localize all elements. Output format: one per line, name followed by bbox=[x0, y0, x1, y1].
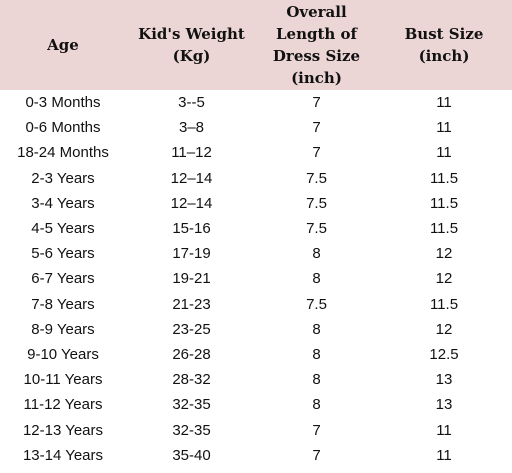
table-row: 18-24 Months 11–12 7 11 bbox=[0, 140, 512, 165]
table-row: 9-10 Years 26-28 8 12.5 bbox=[0, 342, 512, 367]
weight-cell: 3--5 bbox=[178, 94, 205, 112]
bust-cell: 11.5 bbox=[429, 295, 459, 313]
age-cell: 10-11 Years bbox=[23, 371, 103, 389]
table-row: 4-5 Years 15-16 7.5 11.5 bbox=[0, 216, 512, 241]
age-cell: 8-9 Years bbox=[31, 320, 95, 338]
table-row: 7-8 Years 21-23 7.5 11.5 bbox=[0, 292, 512, 317]
bust-cell: 11 bbox=[436, 446, 452, 464]
table-row: 0-3 Months 3--5 7 11 bbox=[0, 90, 512, 115]
length-cell: 8 bbox=[312, 320, 321, 338]
bust-cell: 11.5 bbox=[429, 169, 459, 187]
age-cell: 18-24 Months bbox=[17, 144, 109, 162]
weight-cell: 23-25 bbox=[172, 320, 211, 338]
weight-cell: 35-40 bbox=[172, 446, 211, 464]
age-cell: 12-13 Years bbox=[22, 421, 104, 439]
weight-cell: 17-19 bbox=[172, 245, 211, 263]
weight-cell: 12–14 bbox=[170, 194, 213, 212]
age-cell: 0-6 Months bbox=[25, 119, 101, 137]
age-cell: 5-6 Years bbox=[31, 245, 95, 263]
weight-cell: 32-35 bbox=[172, 396, 211, 414]
length-cell: 7 bbox=[312, 446, 321, 464]
weight-cell: 15-16 bbox=[172, 220, 211, 238]
weight-cell: 28-32 bbox=[172, 371, 211, 389]
length-cell: 7.5 bbox=[306, 295, 327, 313]
header-bust-size: Bust Size (inch) bbox=[404, 25, 484, 65]
table-row: 3-4 Years 12–14 7.5 11.5 bbox=[0, 191, 512, 216]
table-row: 2-3 Years 12–14 7.5 11.5 bbox=[0, 166, 512, 191]
length-cell: 7.5 bbox=[306, 194, 327, 212]
table-row: 13-14 Years 35-40 7 11 bbox=[0, 443, 512, 468]
bust-cell: 12.5 bbox=[429, 345, 459, 363]
age-cell: 0-3 Months bbox=[25, 94, 101, 112]
length-cell: 8 bbox=[312, 396, 321, 414]
weight-cell: 26-28 bbox=[172, 345, 211, 363]
length-cell: 7 bbox=[312, 144, 321, 162]
age-cell: 4-5 Years bbox=[31, 220, 95, 238]
age-cell: 3-4 Years bbox=[31, 194, 95, 212]
table-row: 11-12 Years 32-35 8 13 bbox=[0, 392, 512, 417]
table-header: Age Kid's Weight (Kg) Overall Length of … bbox=[0, 0, 512, 90]
age-cell: 6-7 Years bbox=[31, 270, 95, 288]
length-cell: 7 bbox=[312, 94, 321, 112]
bust-cell: 13 bbox=[435, 371, 453, 389]
weight-cell: 12–14 bbox=[170, 169, 213, 187]
bust-cell: 11 bbox=[436, 421, 452, 439]
age-cell: 7-8 Years bbox=[31, 295, 95, 313]
length-cell: 7 bbox=[312, 421, 321, 439]
bust-cell: 11.5 bbox=[429, 220, 459, 238]
length-cell: 7 bbox=[312, 119, 321, 137]
bust-cell: 11 bbox=[436, 144, 452, 162]
age-cell: 13-14 Years bbox=[22, 446, 104, 464]
length-cell: 8 bbox=[312, 245, 321, 263]
age-cell: 9-10 Years bbox=[27, 345, 99, 363]
length-cell: 8 bbox=[312, 270, 321, 288]
age-cell: 2-3 Years bbox=[31, 169, 95, 187]
table-row: 8-9 Years 23-25 8 12 bbox=[0, 317, 512, 342]
table-row: 12-13 Years 32-35 7 11 bbox=[0, 417, 512, 442]
table-row: 6-7 Years 19-21 8 12 bbox=[0, 266, 512, 291]
weight-cell: 32-35 bbox=[172, 421, 211, 439]
table-row: 5-6 Years 17-19 8 12 bbox=[0, 241, 512, 266]
header-row: Age Kid's Weight (Kg) Overall Length of … bbox=[0, 0, 512, 90]
bust-cell: 12 bbox=[435, 245, 453, 263]
weight-cell: 11–12 bbox=[171, 144, 212, 162]
bust-cell: 11 bbox=[436, 119, 452, 137]
table-row: 0-6 Months 3–8 7 11 bbox=[0, 115, 512, 140]
bust-cell: 12 bbox=[435, 270, 453, 288]
table-row: 10-11 Years 28-32 8 13 bbox=[0, 367, 512, 392]
age-cell: 11-12 Years bbox=[23, 396, 103, 414]
header-age: Age bbox=[47, 36, 79, 54]
bust-cell: 13 bbox=[435, 396, 453, 414]
length-cell: 7.5 bbox=[306, 220, 327, 238]
weight-cell: 21-23 bbox=[172, 295, 211, 313]
weight-cell: 19-21 bbox=[172, 270, 211, 288]
length-cell: 7.5 bbox=[306, 169, 327, 187]
bust-cell: 12 bbox=[435, 320, 453, 338]
weight-cell: 3–8 bbox=[178, 119, 205, 137]
header-kids-weight: Kid's Weight (Kg) bbox=[138, 25, 245, 65]
length-cell: 8 bbox=[312, 345, 321, 363]
table-body: 0-3 Months 3--5 7 11 0-6 Months 3–8 7 11 18-24 M… bbox=[0, 90, 512, 468]
header-overall-length: Overall Length of Dress Size (inch) bbox=[272, 3, 361, 87]
bust-cell: 11.5 bbox=[429, 194, 459, 212]
bust-cell: 11 bbox=[436, 94, 452, 112]
length-cell: 8 bbox=[312, 371, 321, 389]
